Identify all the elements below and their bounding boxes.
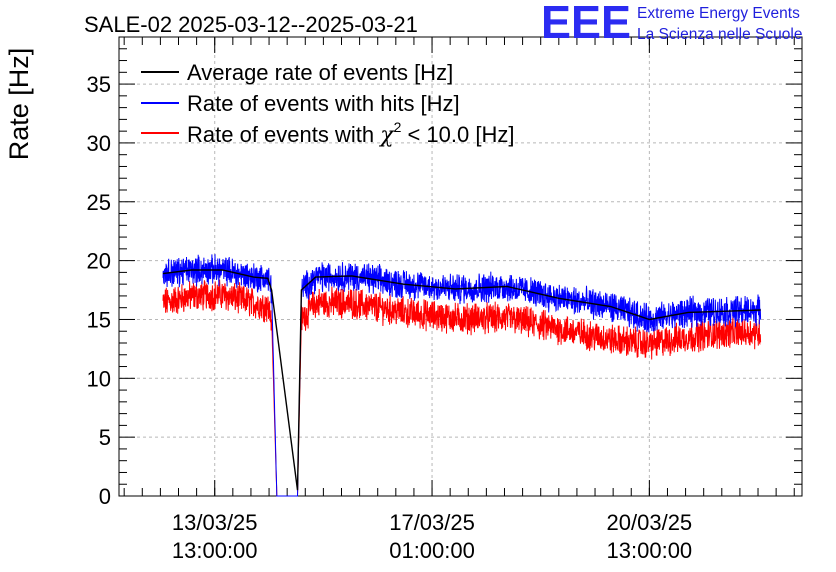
chart-title: SALE-02 2025-03-12--2025-03-21 [84, 12, 418, 37]
x-tick-label-date: 20/03/25 [607, 510, 693, 535]
x-tick-label-date: 13/03/25 [172, 510, 258, 535]
x-tick-label-time: 13:00:00 [172, 538, 258, 563]
legend-chi2-post: < 10.0 [Hz] [401, 122, 514, 147]
x-tick-label-time: 13:00:00 [607, 538, 693, 563]
legend: Average rate of events [Hz] Rate of even… [141, 60, 514, 148]
legend-label-chi2: Rate of events with χ2 < 10.0 [Hz] [187, 119, 514, 148]
y-tick-label: 30 [87, 131, 111, 156]
x-tick-label-date: 17/03/25 [389, 510, 475, 535]
y-tick-labels: 0 5 10 15 20 25 30 35 [87, 72, 111, 509]
eee-logo-mark: EEE [541, 0, 631, 48]
y-tick-label: 35 [87, 72, 111, 97]
legend-label-average: Average rate of events [Hz] [187, 60, 453, 85]
y-tick-label: 15 [87, 307, 111, 332]
series-hits-line [162, 254, 762, 497]
plot-frame [118, 36, 803, 497]
y-axis-label: Rate [Hz] [4, 48, 34, 161]
axis-ticks [119, 36, 802, 497]
legend-label-hits: Rate of events with hits [Hz] [187, 91, 460, 116]
eee-logo: EEE Extreme Energy Events La Scienza nel… [541, 0, 802, 48]
legend-chi2-superscript: 2 [394, 119, 402, 135]
x-tick-labels: 13/03/25 13:00:00 17/03/25 01:00:00 20/03/25… [172, 510, 692, 563]
legend-chi2-pre: Rate of events with [187, 122, 380, 147]
y-tick-label: 25 [87, 190, 111, 215]
series-average-line [162, 269, 761, 491]
series-layer [162, 254, 762, 497]
eee-logo-line1: Extreme Energy Events [637, 5, 800, 22]
y-tick-label: 0 [99, 484, 111, 509]
series-chi2-line [162, 279, 762, 497]
x-tick-label-time: 01:00:00 [389, 538, 475, 563]
y-tick-label: 5 [99, 425, 111, 450]
y-tick-label: 20 [87, 249, 111, 274]
y-tick-label: 10 [87, 366, 111, 391]
eee-logo-line2: La Scienza nelle Scuole [637, 26, 802, 43]
legend-chi2-symbol: χ [378, 123, 395, 148]
